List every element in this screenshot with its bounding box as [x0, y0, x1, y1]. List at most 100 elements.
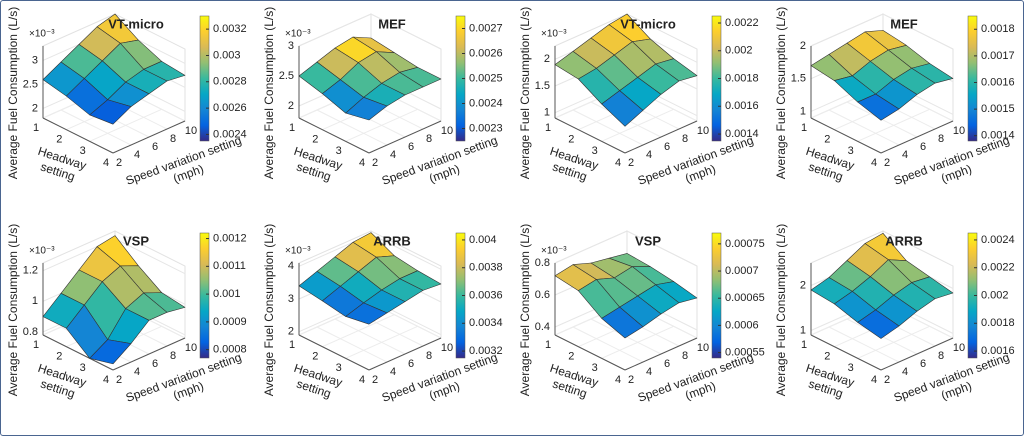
colorbar-tick-label: 0.0022	[981, 262, 1015, 274]
y-tick-label: 10	[441, 342, 453, 354]
x-tick-label: 4	[615, 374, 621, 386]
y-tick-label: 4	[902, 149, 908, 161]
y-tick-label: 4	[134, 149, 140, 161]
z-tick-label: 1	[32, 295, 38, 307]
z-axis-label: Average Fuel Consumption (L/s)	[262, 224, 276, 397]
z-axis-label: Average Fuel Consumption (L/s)	[262, 7, 276, 180]
colorbar-tick-label: 0.0017	[981, 50, 1015, 62]
z-tick-label: 0.6	[535, 289, 550, 301]
title: VSP	[123, 233, 149, 248]
colorbar-tick-label: 0.0014	[725, 128, 759, 140]
y-tick-label: 6	[408, 141, 414, 153]
x-tick-label: 4	[359, 157, 365, 169]
y-tick-label: 6	[152, 358, 158, 370]
colorbar-tick-label: 0.0034	[469, 317, 503, 329]
y-tick-label: 6	[920, 141, 926, 153]
surface-face	[857, 93, 900, 121]
z-tick-label: 0.8	[535, 257, 550, 269]
y-tick-label: 6	[408, 358, 414, 370]
surface-panel: 2 3 4 1 2 3 4 2 4 6 8 10 0.0032 0.0034 0.0036 0.0038 0.0…	[257, 218, 513, 435]
surface-panel: 2 2.5 3 1 2 3 4 2 4 6 8 10 0.0024 0.0026 0.0028 0.003 0.…	[1, 1, 257, 218]
axis-line	[624, 120, 698, 154]
grid-line	[60, 109, 132, 146]
colorbar-tick-label: 0.0012	[213, 232, 247, 244]
grid-line	[334, 318, 406, 355]
colorbar-tick-label: 0.0018	[725, 72, 759, 84]
z-axis-label: Average Fuel Consumption (L/s)	[6, 224, 20, 397]
y-tick-label: 8	[682, 133, 688, 145]
x-tick-label: 1	[545, 122, 551, 134]
y-tick-label: 2	[116, 374, 122, 386]
title: VSP	[635, 233, 661, 248]
y-tick-label: 2	[628, 374, 634, 386]
z-tick-label: 1	[800, 324, 806, 336]
surface-face	[345, 302, 388, 325]
y-tick-label: 10	[185, 125, 197, 137]
surface-panel: 0.4 0.6 0.8 1 2 3 4 2 4 6 8 10 0.00055 0.0006 0.00065 0…	[513, 218, 769, 435]
x-tick-label: 1	[33, 122, 39, 134]
x-tick-label: 4	[359, 374, 365, 386]
surface-face	[89, 99, 132, 125]
z-tick-label: 1.5	[791, 73, 806, 85]
axis-line	[554, 117, 626, 154]
z-tick-label: 2	[288, 100, 294, 112]
colorbar-tick-label: 0.0024	[469, 97, 503, 109]
y-tick-label: 8	[938, 133, 944, 145]
y-tick-label: 4	[134, 366, 140, 378]
axis-line	[880, 120, 954, 154]
y-tick-label: 4	[646, 366, 652, 378]
colorbar-tick-label: 0.0026	[469, 47, 503, 59]
axis-line	[42, 117, 114, 154]
grid-line	[316, 326, 388, 363]
axis-line	[42, 334, 114, 371]
y-tick-label: 2	[884, 157, 890, 169]
y-tick-label: 4	[390, 149, 396, 161]
y-tick-label: 10	[441, 125, 453, 137]
surface-panel: 2 2.5 3 1 2 3 4 2 4 6 8 10 0.0023 0.0024 0.0025 0.0026 0…	[257, 1, 513, 218]
colorbar-tick-label: 0.0026	[213, 102, 247, 114]
colorbar-tick-label: 0.0011	[213, 260, 246, 272]
axis-line	[112, 120, 186, 154]
x-tick-label: 3	[336, 362, 342, 374]
x-tick-label: 4	[103, 157, 109, 169]
z-tick-label: 3	[32, 54, 38, 66]
x-tick-label: 2	[824, 351, 830, 363]
surface-panel: 1 1.5 2 1 2 3 4 2 4 6 8 10 0.0014 0.0015 0.0016 0.0017 0…	[769, 1, 1023, 218]
axis-exponent: ×10⁻³	[285, 246, 311, 257]
grid-line	[554, 230, 698, 267]
grid-line	[810, 13, 954, 50]
z-tick-label: 3	[288, 40, 294, 52]
z-axis-label: Average Fuel Consumption (L/s)	[774, 224, 788, 397]
colorbar-tick-label: 0.0032	[469, 345, 503, 357]
y-tick-label: 2	[372, 374, 378, 386]
colorbar-tick-label: 0.0038	[469, 262, 503, 274]
y-tick-label: 8	[426, 133, 432, 145]
title: MEF	[378, 16, 406, 31]
x-tick-label: 4	[615, 157, 621, 169]
colorbar-tick-label: 0.0006	[725, 319, 759, 331]
colorbar-tick-label: 0.002	[725, 45, 753, 57]
x-tick-label: 1	[801, 339, 807, 351]
colorbar-tick-label: 0.0032	[213, 23, 247, 35]
z-axis-label: Average Fuel Consumption (L/s)	[6, 7, 20, 180]
x-tick-label: 4	[871, 374, 877, 386]
y-tick-label: 10	[697, 342, 709, 354]
axis-line	[368, 120, 442, 154]
z-axis-label: Average Fuel Consumption (L/s)	[774, 7, 788, 180]
axis-line	[298, 334, 370, 371]
y-tick-label: 2	[372, 157, 378, 169]
y-tick-label: 4	[902, 366, 908, 378]
y-tick-label: 10	[697, 125, 709, 137]
x-tick-label: 1	[33, 339, 39, 351]
colorbar	[711, 232, 722, 359]
colorbar-tick-label: 0.0009	[213, 316, 247, 328]
z-tick-label: 0.8	[23, 326, 38, 338]
colorbar-tick-label: 0.003	[213, 49, 241, 61]
colorbar-tick-label: 0.0025	[469, 72, 503, 84]
y-tick-label: 8	[682, 350, 688, 362]
x-tick-label: 4	[871, 157, 877, 169]
x-tick-label: 2	[568, 134, 574, 146]
colorbar-tick-label: 0.0036	[469, 289, 503, 301]
